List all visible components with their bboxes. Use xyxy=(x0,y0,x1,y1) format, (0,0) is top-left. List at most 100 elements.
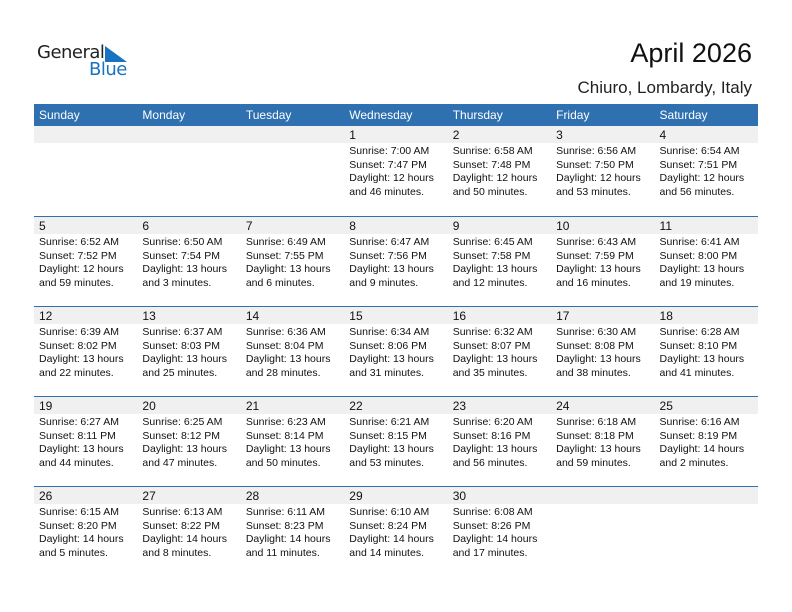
daylight2-text: and 5 minutes. xyxy=(39,546,108,559)
daylight2-text: and 35 minutes. xyxy=(452,366,528,379)
weekday-tuesday: Tuesday xyxy=(245,108,292,122)
sunset-text: Sunset: 7:51 PM xyxy=(659,158,738,171)
day-cell: 29 Sunrise: 6:10 AM Sunset: 8:24 PM Dayligh… xyxy=(344,487,448,576)
sunset-text: Sunset: 8:19 PM xyxy=(659,429,738,442)
sunset-text: Sunset: 8:14 PM xyxy=(245,429,324,442)
day-cell: 27 Sunrise: 6:13 AM Sunset: 8:22 PM Dayligh… xyxy=(137,487,241,576)
day-number: 2 xyxy=(447,126,552,143)
daylight2-text: and 56 minutes. xyxy=(659,185,735,198)
daylight1-text: Daylight: 13 hours xyxy=(452,353,538,365)
daylight1-text: Daylight: 13 hours xyxy=(556,443,641,455)
day-info: Sunrise: 6:49 AM Sunset: 7:55 PM Daylight:… xyxy=(241,234,344,290)
sunrise-text: Sunrise: 6:18 AM xyxy=(556,416,637,428)
day-info: Sunrise: 6:45 AM Sunset: 7:58 PM Daylight:… xyxy=(448,234,551,290)
daylight2-text: and 11 minutes. xyxy=(245,546,320,559)
day-cell: 2 Sunrise: 6:58 AM Sunset: 7:48 PM Daylight… xyxy=(447,126,552,216)
day-cell: 6 Sunrise: 6:50 AM Sunset: 7:54 PM Daylight… xyxy=(137,217,241,306)
sunrise-text: Sunrise: 6:34 AM xyxy=(349,326,430,338)
day-info: Sunrise: 6:54 AM Sunset: 7:51 PM Daylight:… xyxy=(655,143,758,199)
day-info: Sunrise: 6:36 AM Sunset: 8:04 PM Daylight:… xyxy=(241,324,344,380)
day-cell: 18 Sunrise: 6:28 AM Sunset: 8:10 PM Dayligh… xyxy=(654,307,758,396)
day-number: 1 xyxy=(344,126,448,143)
day-cell: 19 Sunrise: 6:27 AM Sunset: 8:11 PM Dayligh… xyxy=(34,397,138,486)
sunrise-text: Sunrise: 6:36 AM xyxy=(245,326,326,338)
daylight1-text: Daylight: 13 hours xyxy=(39,443,124,455)
daylight2-text: and 41 minutes. xyxy=(659,366,735,379)
sunrise-text: Sunrise: 6:50 AM xyxy=(142,236,223,248)
daylight1-text: Daylight: 13 hours xyxy=(659,353,745,365)
calendar-grid: Sunday Monday Tuesday Wednesday Thursday Frid… xyxy=(34,104,758,576)
daylight1-text: Daylight: 12 hours xyxy=(39,263,124,275)
day-info: Sunrise: 6:41 AM Sunset: 8:00 PM Daylight:… xyxy=(655,234,758,290)
daylight1-text: Daylight: 13 hours xyxy=(142,263,228,275)
day-info: Sunrise: 6:32 AM Sunset: 8:07 PM Daylight:… xyxy=(448,324,551,380)
daylight2-text: and 50 minutes. xyxy=(452,185,528,198)
daylight2-text: and 53 minutes. xyxy=(349,456,424,469)
day-info: Sunrise: 6:47 AM Sunset: 7:56 PM Daylight:… xyxy=(344,234,447,290)
daylight2-text: and 2 minutes. xyxy=(659,456,729,469)
daylight1-text: Daylight: 13 hours xyxy=(349,353,434,365)
daylight2-text: and 44 minutes. xyxy=(39,456,114,469)
sunrise-text: Sunrise: 6:47 AM xyxy=(349,236,430,248)
sunset-text: Sunset: 7:54 PM xyxy=(142,249,221,262)
daylight2-text: and 50 minutes. xyxy=(245,456,321,469)
daylight1-text: Daylight: 13 hours xyxy=(245,263,331,275)
daylight2-text: and 3 minutes. xyxy=(142,276,212,289)
daylight1-text: Daylight: 13 hours xyxy=(142,353,228,365)
day-number: 19 xyxy=(34,397,138,414)
sunrise-text: Sunrise: 6:49 AM xyxy=(245,236,326,248)
day-cell xyxy=(34,126,138,216)
sunrise-text: Sunrise: 6:32 AM xyxy=(452,326,533,338)
sunrise-text: Sunrise: 6:23 AM xyxy=(245,416,326,428)
day-number: 11 xyxy=(654,217,758,234)
day-number: 27 xyxy=(137,487,241,504)
daylight2-text: and 9 minutes. xyxy=(349,276,419,289)
day-number: 5 xyxy=(34,217,138,234)
day-info: Sunrise: 6:25 AM Sunset: 8:12 PM Daylight:… xyxy=(137,414,240,470)
sunset-text: Sunset: 8:00 PM xyxy=(659,249,738,262)
daylight2-text: and 28 minutes. xyxy=(245,366,321,379)
sunrise-text: Sunrise: 6:39 AM xyxy=(39,326,119,338)
daylight1-text: Daylight: 14 hours xyxy=(349,533,434,545)
daylight1-text: Daylight: 13 hours xyxy=(659,263,745,275)
daylight2-text: and 46 minutes. xyxy=(349,185,424,198)
daylight1-text: Daylight: 14 hours xyxy=(39,533,124,545)
day-info: Sunrise: 6:30 AM Sunset: 8:08 PM Daylight:… xyxy=(551,324,654,380)
sunrise-text: Sunrise: 6:58 AM xyxy=(452,145,533,157)
day-number xyxy=(240,126,345,143)
daylight1-text: Daylight: 13 hours xyxy=(556,353,641,365)
day-info: Sunrise: 6:52 AM Sunset: 7:52 PM Daylight:… xyxy=(34,234,137,290)
sunset-text: Sunset: 7:47 PM xyxy=(349,158,427,171)
sunset-text: Sunset: 8:24 PM xyxy=(349,519,427,532)
weekday-sunday: Sunday xyxy=(39,108,80,122)
daylight2-text: and 31 minutes. xyxy=(349,366,424,379)
day-cell: 8 Sunrise: 6:47 AM Sunset: 7:56 PM Daylight… xyxy=(344,217,448,306)
sunset-text: Sunset: 8:07 PM xyxy=(452,339,531,352)
logo-triangle-icon xyxy=(105,46,127,62)
daylight1-text: Daylight: 13 hours xyxy=(245,353,331,365)
sunrise-text: Sunrise: 6:20 AM xyxy=(452,416,533,428)
day-number xyxy=(137,126,241,143)
daylight2-text: and 53 minutes. xyxy=(556,185,631,198)
day-number: 28 xyxy=(240,487,345,504)
sunrise-text: Sunrise: 6:56 AM xyxy=(556,145,637,157)
daylight2-text: and 47 minutes. xyxy=(142,456,218,469)
day-number xyxy=(654,487,758,504)
day-cell: 15 Sunrise: 6:34 AM Sunset: 8:06 PM Dayligh… xyxy=(344,307,448,396)
sunset-text: Sunset: 8:02 PM xyxy=(39,339,117,352)
sunrise-text: Sunrise: 6:41 AM xyxy=(659,236,740,248)
daylight1-text: Daylight: 14 hours xyxy=(452,533,538,545)
weekday-saturday: Saturday xyxy=(659,108,708,122)
day-number: 30 xyxy=(447,487,552,504)
daylight2-text: and 8 minutes. xyxy=(142,546,212,559)
day-info: Sunrise: 6:10 AM Sunset: 8:24 PM Daylight:… xyxy=(344,504,447,560)
sunrise-text: Sunrise: 6:45 AM xyxy=(452,236,533,248)
sunset-text: Sunset: 8:06 PM xyxy=(349,339,427,352)
day-cell: 7 Sunrise: 6:49 AM Sunset: 7:55 PM Daylight… xyxy=(240,217,345,306)
day-cell: 30 Sunrise: 6:08 AM Sunset: 8:26 PM Dayligh… xyxy=(447,487,552,576)
day-info: Sunrise: 6:20 AM Sunset: 8:16 PM Daylight:… xyxy=(448,414,551,470)
sunrise-text: Sunrise: 7:00 AM xyxy=(349,145,430,157)
day-number: 22 xyxy=(344,397,448,414)
sunset-text: Sunset: 8:16 PM xyxy=(452,429,531,442)
daylight1-text: Daylight: 14 hours xyxy=(245,533,331,545)
